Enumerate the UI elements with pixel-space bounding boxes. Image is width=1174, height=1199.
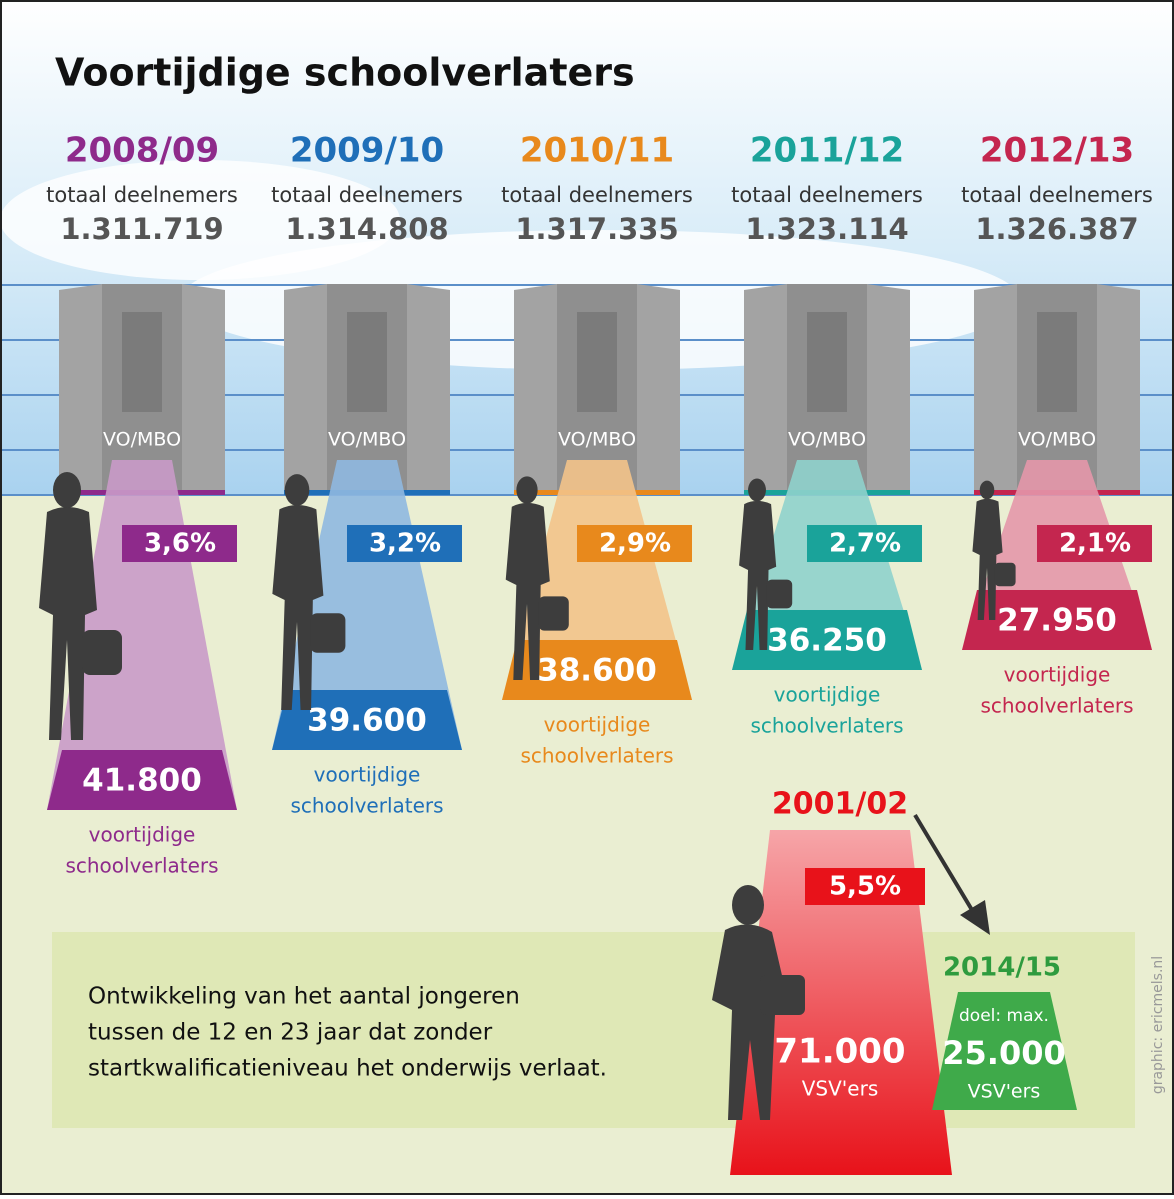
participants-label: totaal deelnemers <box>271 183 463 207</box>
building-label: VO/MBO <box>558 429 636 451</box>
credit: graphic: ericmels.nl <box>1150 956 1166 1094</box>
participants-label: totaal deelnemers <box>731 183 923 207</box>
window <box>1037 312 1077 412</box>
baseline-year: 2001/02 <box>772 787 908 822</box>
participants: 1.317.335 <box>515 212 678 246</box>
target-year: 2014/15 <box>943 953 1061 983</box>
building-label: VO/MBO <box>788 429 866 451</box>
window <box>577 312 617 412</box>
title: Voortijdige schoolverlaters <box>55 51 635 95</box>
window <box>122 312 162 412</box>
year: 2009/10 <box>290 131 444 171</box>
building-label: VO/MBO <box>1018 429 1096 451</box>
caption: voortijdige <box>1004 663 1111 687</box>
year: 2010/11 <box>520 131 674 171</box>
year: 2011/12 <box>750 131 904 171</box>
baseline-unit: VSV'ers <box>802 1077 879 1101</box>
count: 39.600 <box>307 703 427 739</box>
participants-label: totaal deelnemers <box>961 183 1153 207</box>
window <box>347 312 387 412</box>
count: 41.800 <box>82 763 202 799</box>
caption: voortijdige <box>774 683 881 707</box>
building-label: VO/MBO <box>328 429 406 451</box>
caption: schoolverlaters <box>65 854 218 878</box>
bag <box>310 613 345 653</box>
target-count: 25.000 <box>942 1034 1065 1072</box>
caption: voortijdige <box>89 823 196 847</box>
building-label: VO/MBO <box>103 429 181 451</box>
description-line: startkwalificatieniveau het onderwijs ve… <box>88 1056 607 1082</box>
year: 2008/09 <box>65 131 219 171</box>
percentage: 2,9% <box>599 529 671 559</box>
percentage: 2,7% <box>829 529 901 559</box>
bag <box>82 630 122 675</box>
caption: schoolverlaters <box>750 714 903 738</box>
bag <box>995 563 1016 586</box>
description-line: Ontwikkeling van het aantal jongeren <box>88 984 520 1010</box>
participants-label: totaal deelnemers <box>46 183 238 207</box>
head <box>748 478 766 501</box>
participants: 1.311.719 <box>60 212 223 246</box>
head <box>53 472 81 508</box>
percentage: 3,6% <box>144 529 216 559</box>
head <box>516 476 537 503</box>
count: 27.950 <box>997 603 1117 639</box>
percentage: 3,2% <box>369 529 441 559</box>
caption: schoolverlaters <box>980 694 1133 718</box>
infographic: Voortijdige schoolverlaters 2008/09 totaa… <box>0 0 1174 1195</box>
window <box>807 312 847 412</box>
year: 2012/13 <box>980 131 1134 171</box>
caption: voortijdige <box>314 763 421 787</box>
description-line: tussen de 12 en 23 jaar dat zonder <box>88 1020 493 1046</box>
participants: 1.323.114 <box>745 212 908 246</box>
participants-label: totaal deelnemers <box>501 183 693 207</box>
count: 36.250 <box>767 623 887 659</box>
target-unit: VSV'ers <box>968 1081 1041 1103</box>
baseline-count: 71.000 <box>774 1032 905 1072</box>
caption: schoolverlaters <box>290 794 443 818</box>
head <box>980 481 995 500</box>
caption: schoolverlaters <box>520 744 673 768</box>
target-label: doel: max. <box>959 1006 1049 1026</box>
head <box>285 474 310 506</box>
bag <box>538 596 568 630</box>
baseline-percentage: 5,5% <box>829 872 901 902</box>
bag <box>767 580 793 609</box>
percentage: 2,1% <box>1059 529 1131 559</box>
count: 38.600 <box>537 653 657 689</box>
participants: 1.326.387 <box>975 212 1138 246</box>
participants: 1.314.808 <box>285 212 448 246</box>
caption: voortijdige <box>544 713 651 737</box>
